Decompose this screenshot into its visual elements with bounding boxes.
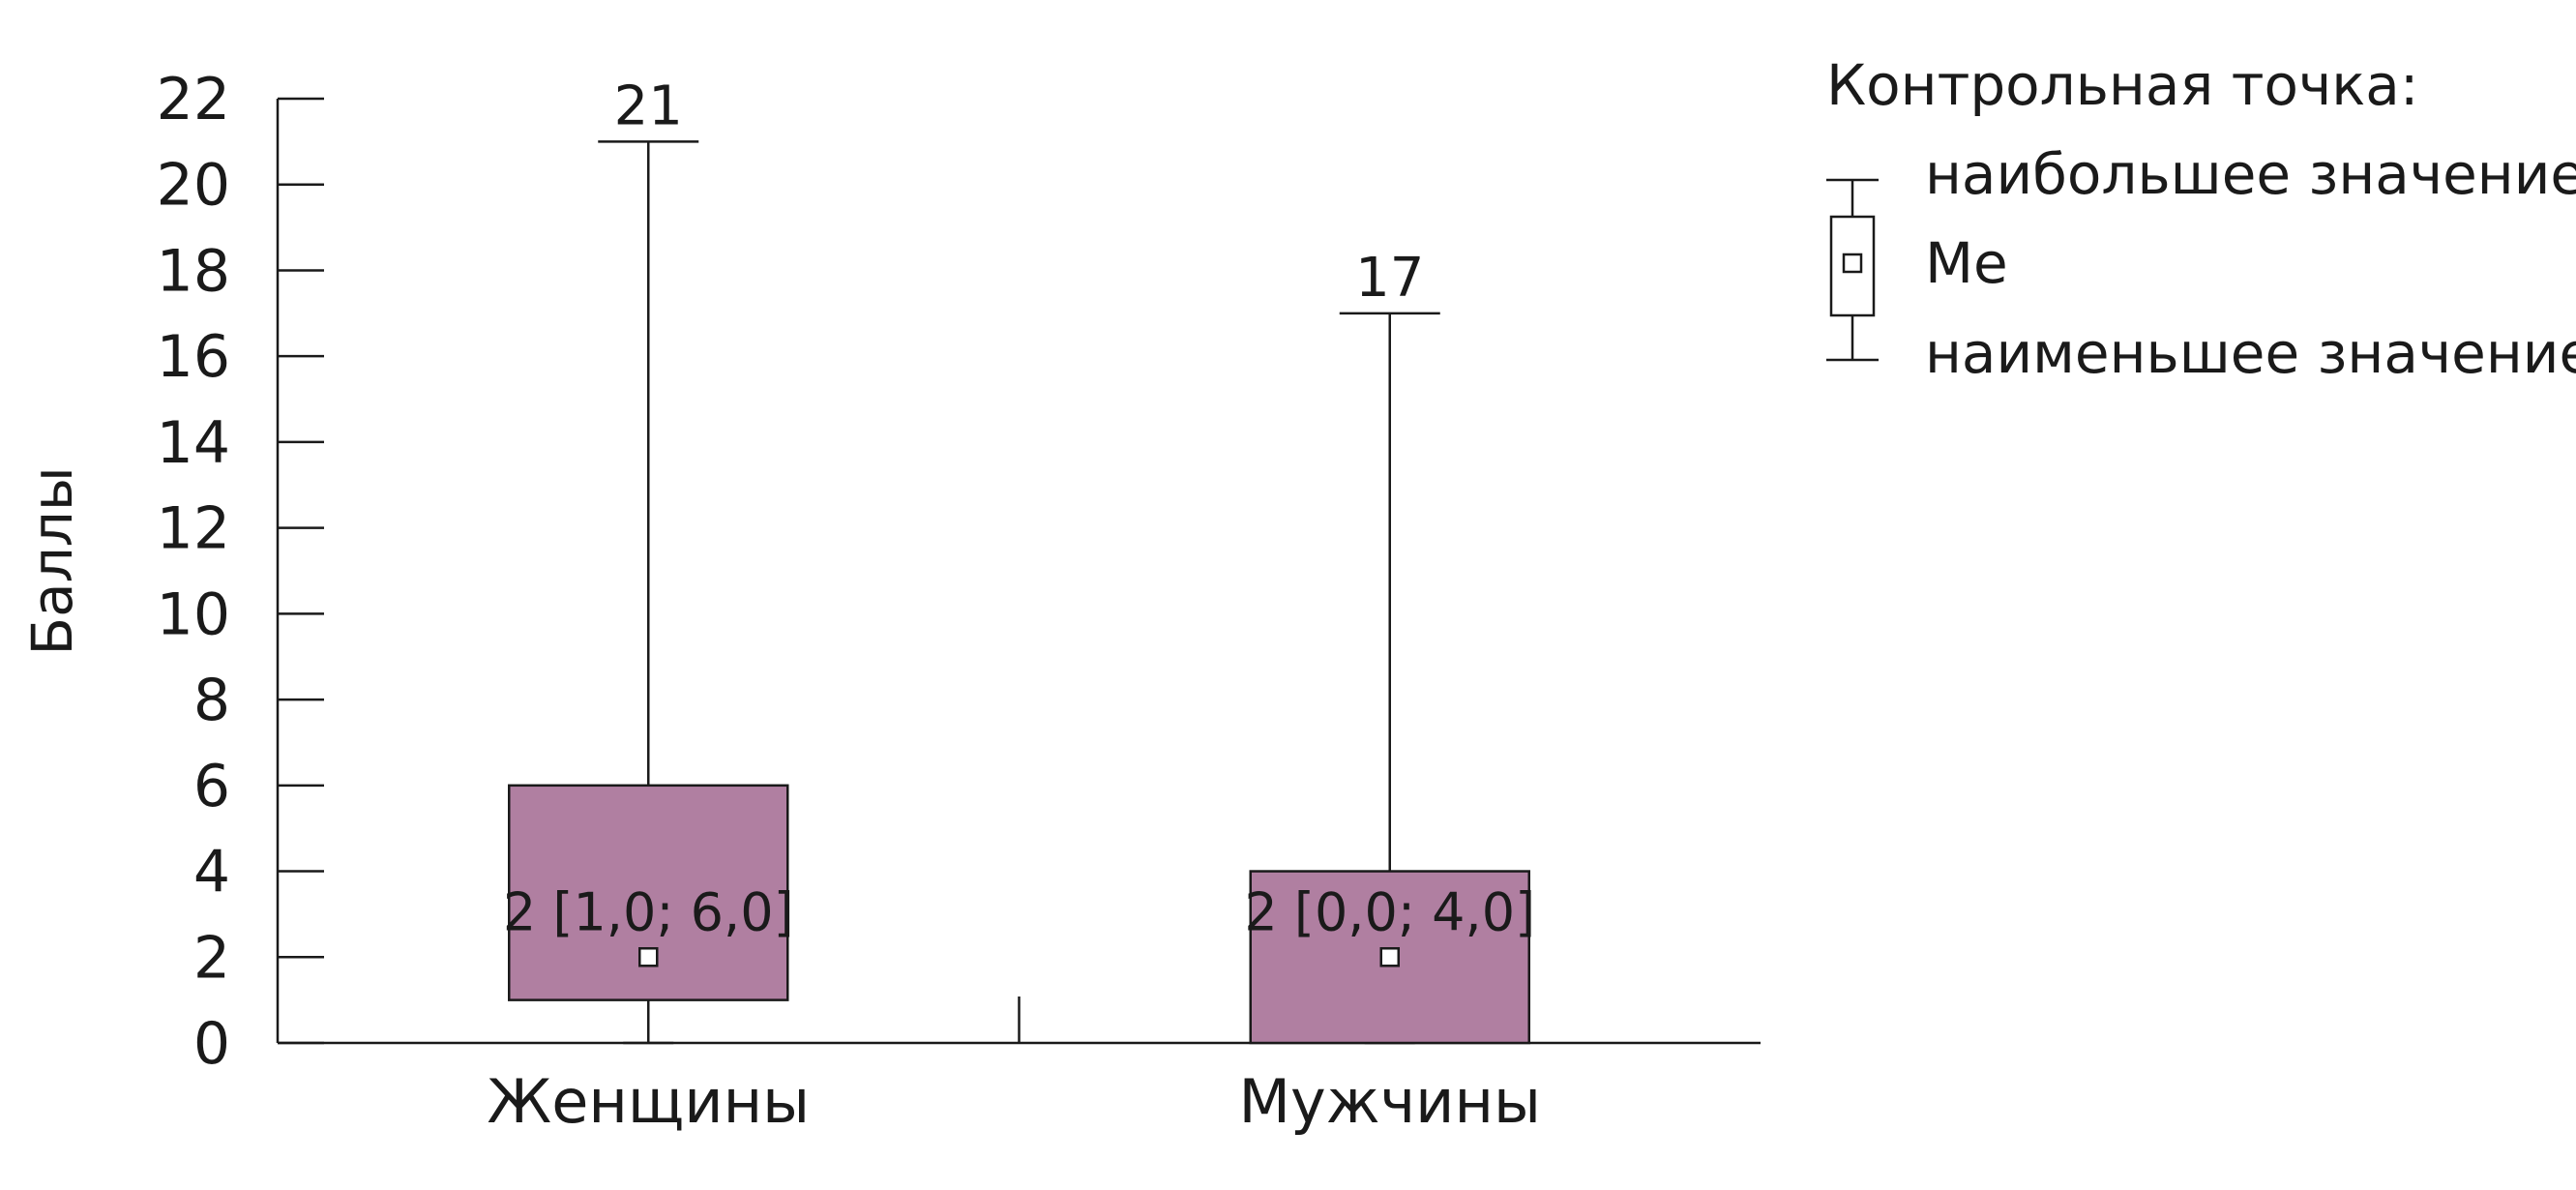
- legend: Контрольная точка: наибольшее значение M…: [1826, 52, 2576, 386]
- legend-min-label: наименьшее значение: [1925, 320, 2576, 386]
- y-tick-label: 6: [193, 753, 230, 820]
- y-tick-label: 20: [157, 152, 230, 220]
- boxes: 2 [1,0; 6,0] 21 Женщины 2 [0,0; 4,0] 17 Мужчи…: [487, 74, 1541, 1137]
- legend-title: Контрольная точка:: [1826, 52, 2418, 118]
- legend-median-marker: [1842, 253, 1863, 274]
- y-axis-label: Баллы: [19, 466, 85, 655]
- median-marker: [638, 947, 659, 967]
- y-tick-label: 8: [193, 667, 230, 734]
- y-tick-label: 4: [193, 839, 230, 907]
- y-tick-label: 14: [157, 409, 230, 477]
- legend-max-label: наибольшее значение: [1925, 141, 2576, 207]
- y-tick-label: 18: [157, 237, 230, 305]
- axes: 0 2 4 6 8 10 12 14 16 18 20 22: [157, 66, 1761, 1078]
- y-tick-label: 2: [193, 924, 230, 992]
- max-value-label: 17: [1355, 247, 1424, 310]
- box-group: 2 [0,0; 4,0] 17 Мужчины: [1239, 247, 1541, 1137]
- y-tick-label: 22: [157, 66, 230, 134]
- median-marker: [1379, 947, 1400, 967]
- x-category-label: Женщины: [487, 1066, 810, 1137]
- max-value-label: 21: [614, 74, 683, 137]
- box-summary-label: 2 [0,0; 4,0]: [1244, 881, 1535, 942]
- x-category-label: Мужчины: [1239, 1066, 1541, 1137]
- y-tick-label: 12: [157, 495, 230, 563]
- legend-median-label: Me: [1925, 230, 2008, 296]
- y-tick-label: 10: [157, 580, 230, 648]
- y-tick-label: 16: [157, 323, 230, 391]
- y-tick-label: 0: [193, 1010, 230, 1078]
- box-group: 2 [1,0; 6,0] 21 Женщины: [487, 74, 810, 1137]
- box-summary-label: 2 [1,0; 6,0]: [503, 881, 794, 942]
